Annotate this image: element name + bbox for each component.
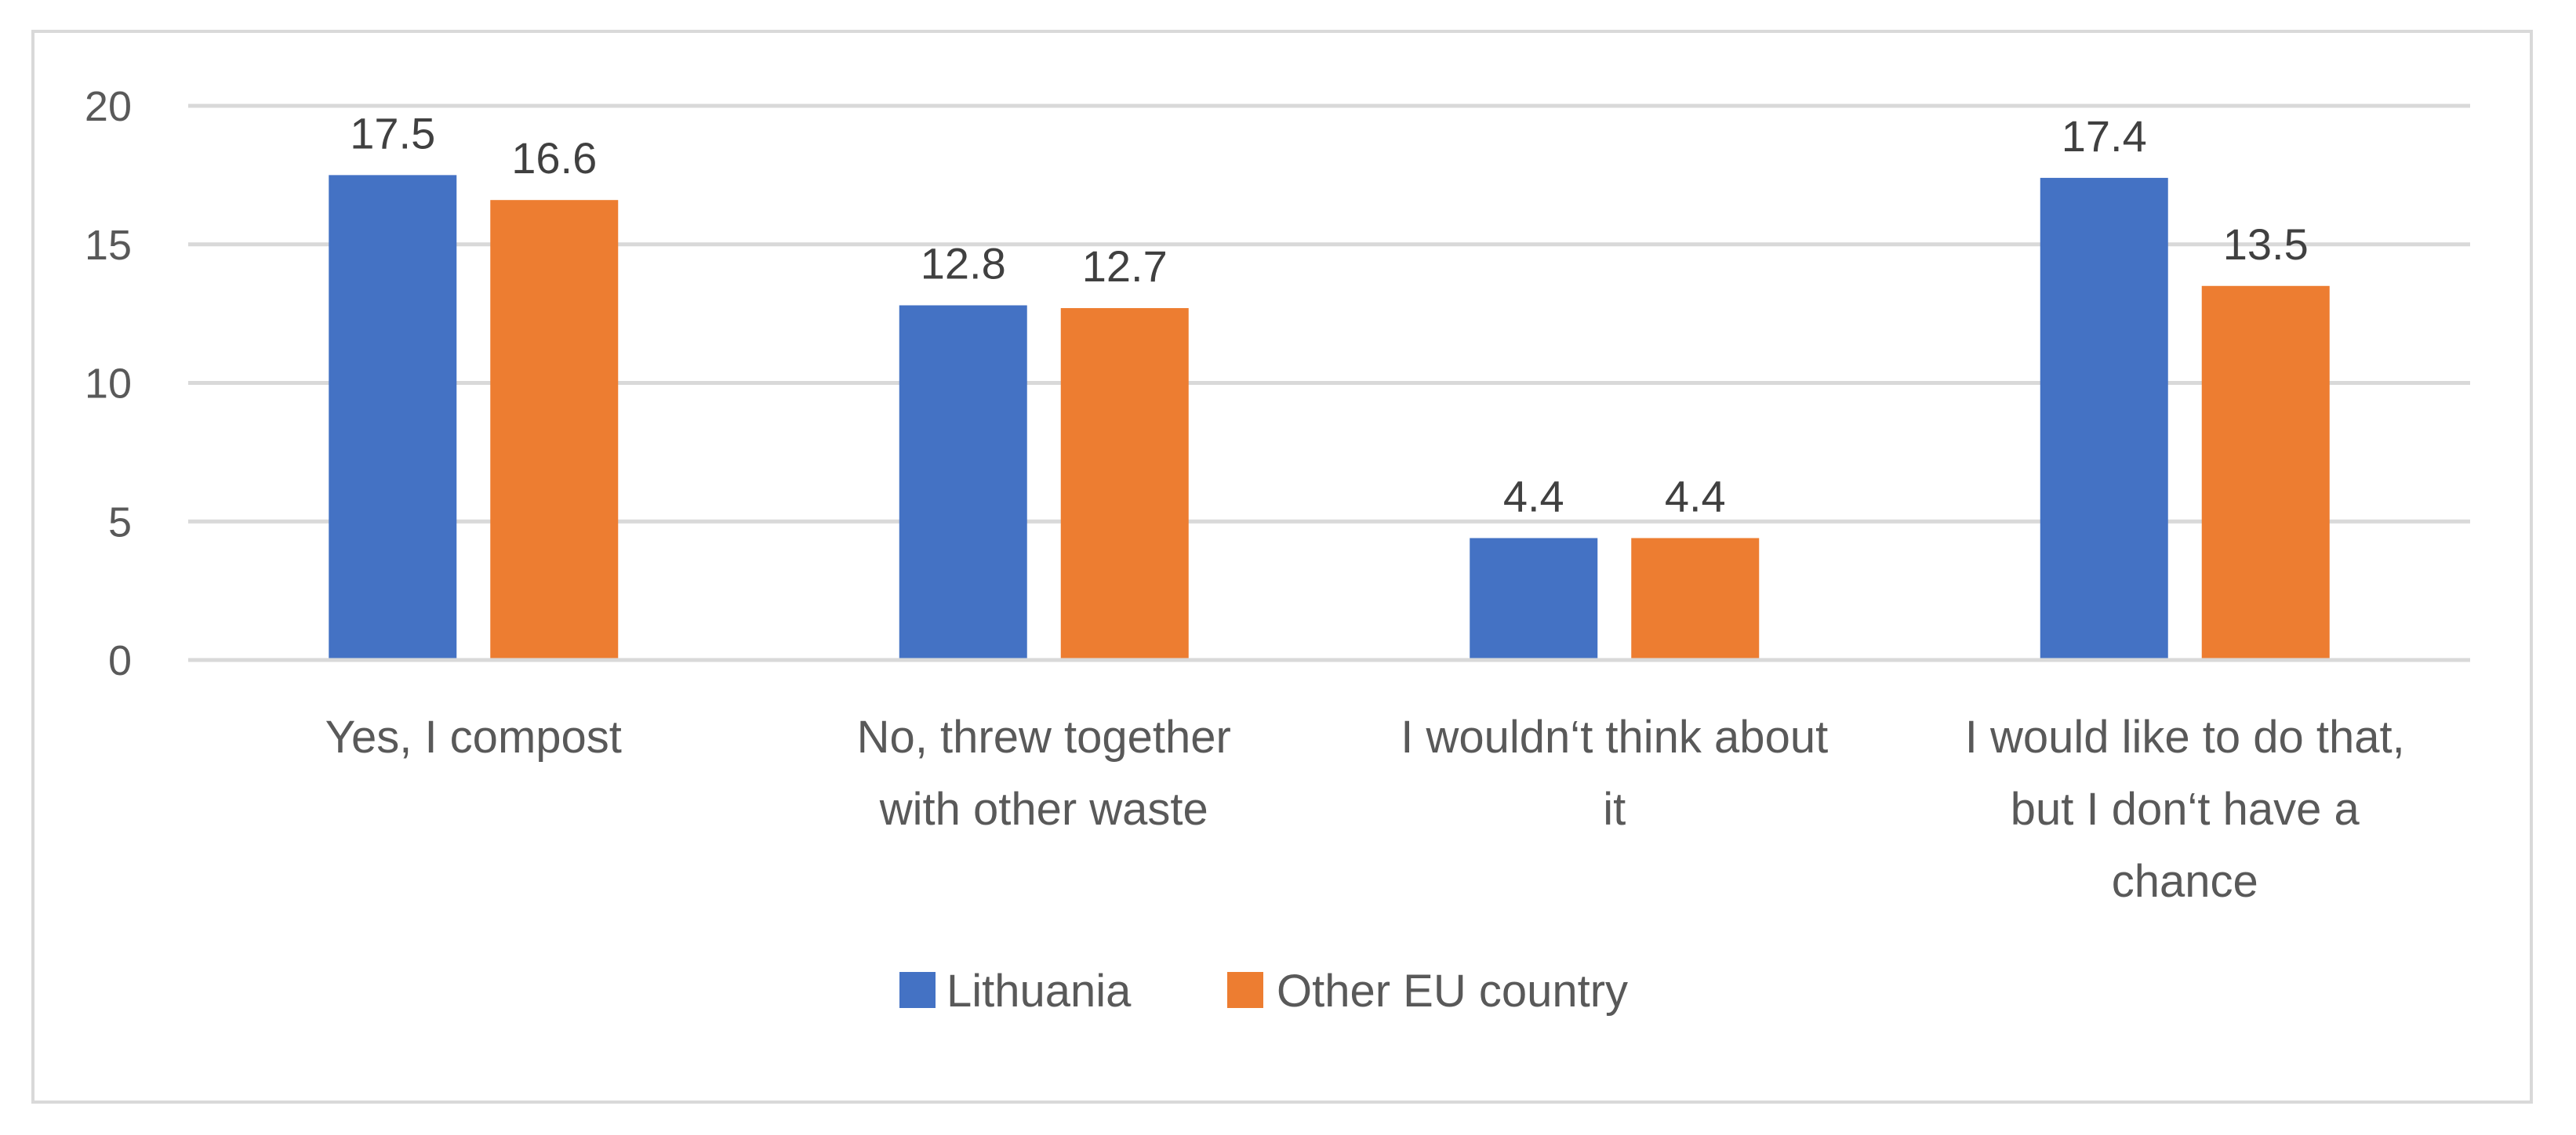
y-tick-label: 20 (85, 83, 132, 130)
x-category-label: it (1603, 784, 1626, 835)
data-label: 17.4 (2062, 111, 2147, 161)
bar-other-eu-3 (2201, 285, 2330, 660)
bar-lithuania-2 (1470, 538, 1598, 660)
y-tick-label: 5 (108, 499, 132, 546)
x-category-label: Yes, I compost (325, 712, 622, 763)
y-tick-label: 0 (108, 637, 132, 684)
data-label: 12.8 (921, 239, 1006, 288)
bar-lithuania-0 (329, 175, 457, 660)
x-category-label: I would like to do that, (1965, 712, 2405, 763)
bar-other-eu-2 (1631, 538, 1760, 660)
x-category-label: I wouldn‘t think about (1401, 712, 1828, 763)
legend-label: Lithuania (946, 966, 1132, 1017)
bar-lithuania-1 (899, 305, 1027, 660)
x-category-label: with other waste (879, 784, 1208, 835)
data-label: 12.7 (1082, 241, 1168, 291)
y-tick-label: 10 (85, 361, 132, 408)
x-category-label: No, threw together (857, 712, 1231, 763)
legend-swatch-lithuania (899, 972, 936, 1008)
x-category-label: chance (2112, 856, 2258, 907)
y-tick-label: 15 (85, 222, 132, 269)
data-label: 17.5 (350, 108, 435, 158)
bar-lithuania-3 (2040, 177, 2168, 660)
data-label: 16.6 (511, 133, 597, 183)
bar-other-eu-0 (490, 200, 619, 660)
legend-swatch-other-eu (1227, 972, 1263, 1008)
x-category-label: but I don‘t have a (2011, 784, 2360, 835)
data-label: 4.4 (1503, 471, 1564, 520)
data-label: 13.5 (2223, 219, 2309, 269)
data-label: 4.4 (1665, 471, 1726, 520)
legend-label: Other EU country (1277, 966, 1628, 1017)
bar-other-eu-1 (1060, 308, 1189, 660)
